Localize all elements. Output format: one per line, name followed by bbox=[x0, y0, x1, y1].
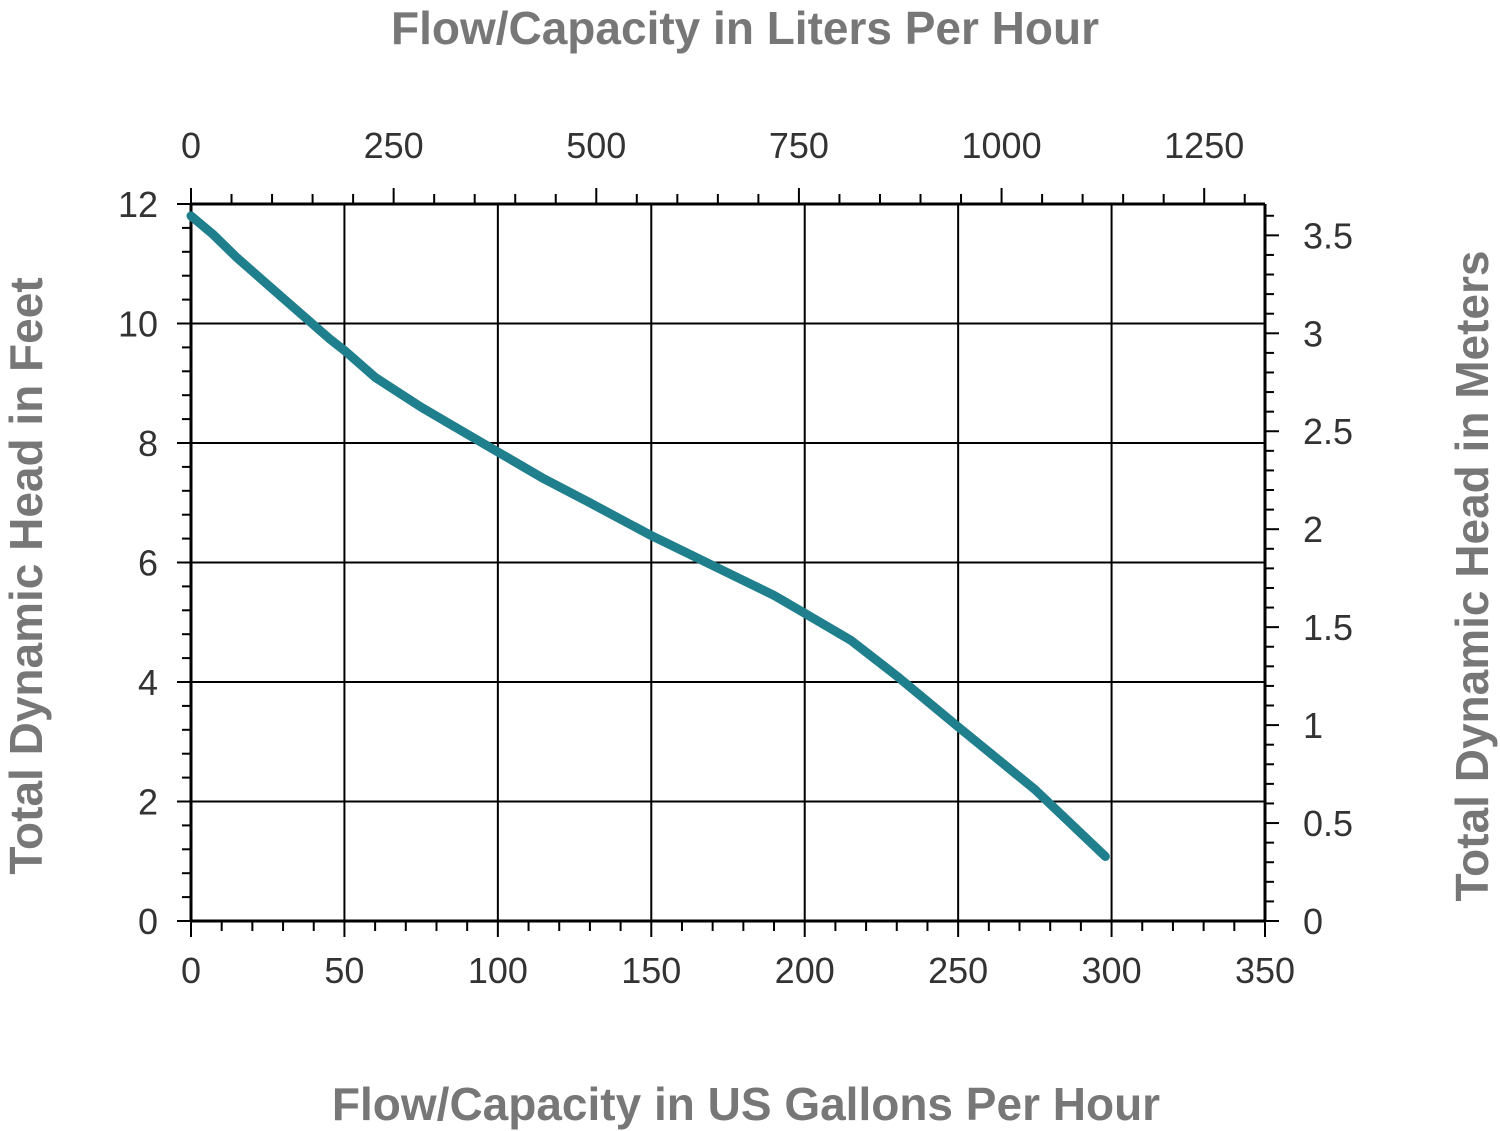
data-point bbox=[497, 451, 499, 453]
x-tick-label: 150 bbox=[621, 950, 681, 991]
y-tick-label: 6 bbox=[138, 543, 158, 584]
data-point bbox=[896, 675, 898, 677]
data-point bbox=[589, 502, 591, 504]
data-point bbox=[297, 311, 299, 313]
data-point bbox=[420, 406, 422, 408]
y2-tick-label: 0 bbox=[1303, 901, 1323, 942]
data-point bbox=[850, 639, 852, 641]
x2-tick-label: 500 bbox=[566, 125, 626, 166]
x-axis-title: Flow/Capacity in US Gallons Per Hour bbox=[332, 1078, 1160, 1130]
y-tick-label: 4 bbox=[138, 662, 158, 703]
data-point bbox=[190, 215, 192, 217]
y2-tick-label: 1.5 bbox=[1303, 607, 1353, 648]
y2-tick-label: 2 bbox=[1303, 509, 1323, 550]
y-axis-title: Total Dynamic Head in Feet bbox=[0, 277, 52, 874]
data-point bbox=[451, 424, 453, 426]
tick-marks bbox=[177, 188, 1279, 937]
series-layer bbox=[186, 211, 1110, 861]
x2-tick-label: 750 bbox=[769, 125, 829, 166]
y2-tick-label: 3.5 bbox=[1303, 215, 1353, 256]
x-tick-label: 350 bbox=[1235, 950, 1295, 991]
y2-tick-label: 1 bbox=[1303, 705, 1323, 746]
y-tick-label: 0 bbox=[138, 901, 158, 942]
data-point bbox=[212, 233, 213, 235]
data-point bbox=[236, 257, 238, 259]
y-tick-label: 2 bbox=[138, 782, 158, 823]
x-tick-label: 300 bbox=[1082, 950, 1142, 991]
y2-tick-label: 0.5 bbox=[1303, 803, 1353, 844]
y-tick-label: 12 bbox=[118, 184, 158, 225]
x2-tick-label: 0 bbox=[181, 125, 201, 166]
x-tick-label: 200 bbox=[775, 950, 835, 991]
right-axis-title: Total Dynamic Head in Meters bbox=[1446, 251, 1498, 902]
data-point bbox=[1104, 856, 1106, 857]
x-tick-label: 100 bbox=[468, 950, 528, 991]
data-point bbox=[343, 349, 345, 351]
y2-tick-label: 2.5 bbox=[1303, 411, 1353, 452]
y-tick-label: 8 bbox=[138, 423, 158, 464]
y2-tick-label: 3 bbox=[1303, 313, 1323, 354]
series-line bbox=[186, 211, 1110, 861]
data-point bbox=[957, 726, 959, 728]
x-tick-label: 250 bbox=[928, 950, 988, 991]
x-tick-label: 50 bbox=[324, 950, 364, 991]
x-tick-label: 0 bbox=[181, 950, 201, 991]
x2-tick-label: 1000 bbox=[962, 125, 1042, 166]
data-point bbox=[374, 376, 376, 378]
top-axis-title: Flow/Capacity in Liters Per Hour bbox=[391, 2, 1099, 54]
data-point bbox=[328, 337, 330, 339]
data-point bbox=[543, 478, 545, 480]
data-point bbox=[712, 565, 714, 566]
data-point bbox=[267, 284, 269, 286]
data-point bbox=[650, 535, 652, 537]
x2-tick-label: 1250 bbox=[1164, 125, 1244, 166]
data-point bbox=[773, 594, 775, 596]
data-point bbox=[804, 612, 806, 614]
y-tick-label: 10 bbox=[118, 304, 158, 345]
data-point bbox=[1034, 789, 1036, 790]
grid bbox=[189, 202, 1267, 923]
x2-tick-label: 250 bbox=[364, 125, 424, 166]
